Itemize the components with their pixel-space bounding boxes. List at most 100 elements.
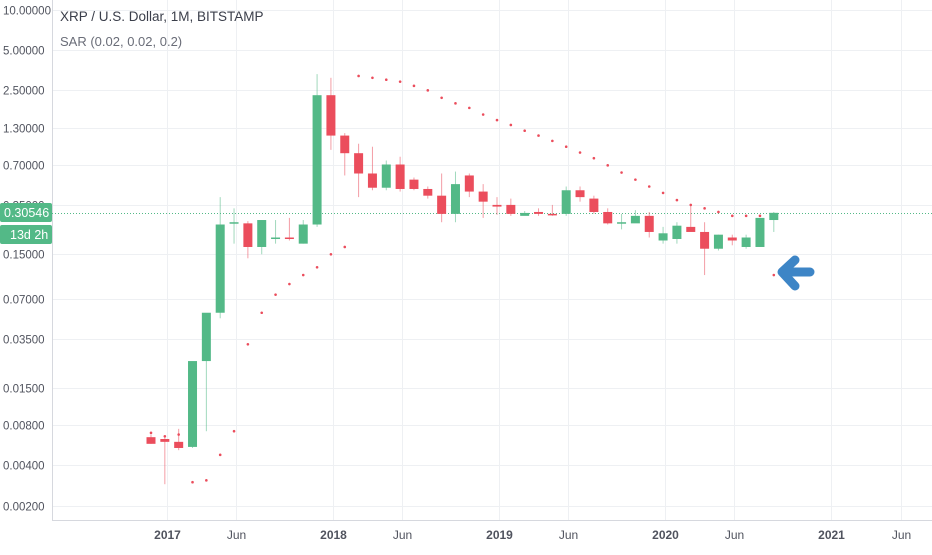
y-tick-label: 5.00000 xyxy=(3,46,45,58)
candle-body xyxy=(506,204,516,214)
sar-dot xyxy=(744,214,748,218)
y-tick-label: 1.30000 xyxy=(3,124,45,136)
candle-up xyxy=(229,208,239,244)
candle-body xyxy=(381,164,391,188)
sar-dot xyxy=(274,293,277,296)
x-axis-ticks: 2017 Jun 2018 Jun 2019 Jun 2020 Jun 2021 Jun xyxy=(154,528,911,542)
candle-down xyxy=(340,133,350,176)
candle-down xyxy=(409,177,419,191)
sar-dots xyxy=(149,74,776,484)
sar-dot xyxy=(564,145,568,149)
candle-body xyxy=(437,195,447,214)
sar-dot xyxy=(246,342,250,346)
candle-body xyxy=(769,212,779,221)
candle-body xyxy=(547,213,557,216)
candle-up xyxy=(298,220,308,244)
candle-body xyxy=(340,135,350,154)
candle-up xyxy=(450,171,460,223)
sar-dot xyxy=(634,178,637,181)
x-tick-label: Jun xyxy=(725,528,744,542)
candle-down xyxy=(686,204,696,232)
sar-dot xyxy=(551,139,554,143)
candle-down xyxy=(367,146,377,191)
sar-dot xyxy=(454,102,457,105)
candle-body xyxy=(617,222,627,224)
candle-body xyxy=(575,190,585,198)
candle-up xyxy=(769,211,779,232)
sar-dot xyxy=(620,171,623,174)
candle-body xyxy=(395,164,405,189)
candle-up xyxy=(658,226,668,244)
sar-dot xyxy=(371,76,374,80)
candle-body xyxy=(561,190,571,214)
y-tick-label: 0.00400 xyxy=(3,461,45,473)
candle-body xyxy=(188,361,198,447)
y-tick-label: 0.07000 xyxy=(3,295,45,307)
y-tick-label: 10.00000 xyxy=(3,6,51,18)
candle-body xyxy=(450,184,460,214)
x-tick-label: Jun xyxy=(393,528,412,542)
sar-dot xyxy=(205,479,208,482)
x-tick-label: 2019 xyxy=(486,528,513,542)
candle-down xyxy=(644,211,654,238)
y-tick-label: 0.70000 xyxy=(3,161,45,173)
candle-down xyxy=(534,208,544,216)
sar-dot xyxy=(412,84,416,88)
candle-down xyxy=(174,428,184,451)
sar-dot xyxy=(578,151,582,154)
x-tick-label: Jun xyxy=(892,528,911,542)
candle-body xyxy=(464,175,474,192)
candle-down xyxy=(575,186,585,202)
candle-body xyxy=(298,224,308,244)
candle-body xyxy=(534,211,544,214)
sar-dot xyxy=(329,252,333,256)
sar-dot xyxy=(384,78,388,82)
candle-body xyxy=(755,217,765,247)
sar-dot xyxy=(592,156,596,160)
candle-body xyxy=(215,224,225,313)
candle-up xyxy=(381,160,391,191)
candle-body xyxy=(672,225,682,239)
sar-dot xyxy=(647,185,651,188)
candle-down xyxy=(423,186,433,199)
sar-dot xyxy=(523,129,526,133)
sar-dot xyxy=(495,118,499,122)
y-tick-label: 2.50000 xyxy=(3,86,45,98)
sar-dot xyxy=(758,214,762,218)
x-tick-label: 2020 xyxy=(652,528,679,542)
x-tick-label: 2021 xyxy=(818,528,845,542)
sar-dot xyxy=(468,106,471,110)
candle-down xyxy=(506,198,516,216)
candle-body xyxy=(741,237,751,247)
sar-dot xyxy=(163,434,167,438)
candle-up xyxy=(741,234,751,249)
candle-body xyxy=(492,204,502,207)
countdown-badge xyxy=(0,225,52,244)
price-labels: 0.30546 13d 2h xyxy=(0,203,52,244)
sar-dot xyxy=(537,134,540,137)
x-tick-label: Jun xyxy=(559,528,578,542)
sar-dot xyxy=(232,429,236,433)
candle-body xyxy=(409,179,419,189)
candle-down xyxy=(146,434,156,444)
x-tick-label: 2017 xyxy=(154,528,181,542)
sar-dot xyxy=(717,210,720,214)
candle-down xyxy=(589,195,599,214)
indicator-label: SAR (0.02, 0.02, 0.2) xyxy=(60,34,183,49)
candle-body xyxy=(423,188,433,196)
y-tick-label: 0.01500 xyxy=(3,384,45,396)
candle-body xyxy=(630,215,640,224)
x-tick-label: Jun xyxy=(227,528,246,542)
candle-body xyxy=(229,222,239,224)
chart-title: XRP / U.S. Dollar, 1M, BITSTAMP xyxy=(60,9,264,24)
annotation-arrow xyxy=(777,255,815,291)
last-price-badge xyxy=(0,203,52,222)
grid xyxy=(52,0,932,520)
candle-body xyxy=(713,234,723,249)
sar-dot xyxy=(301,273,305,277)
candle-body xyxy=(312,95,322,225)
candle-down xyxy=(354,143,364,198)
candle-body xyxy=(326,95,336,136)
sar-dot xyxy=(481,113,485,116)
